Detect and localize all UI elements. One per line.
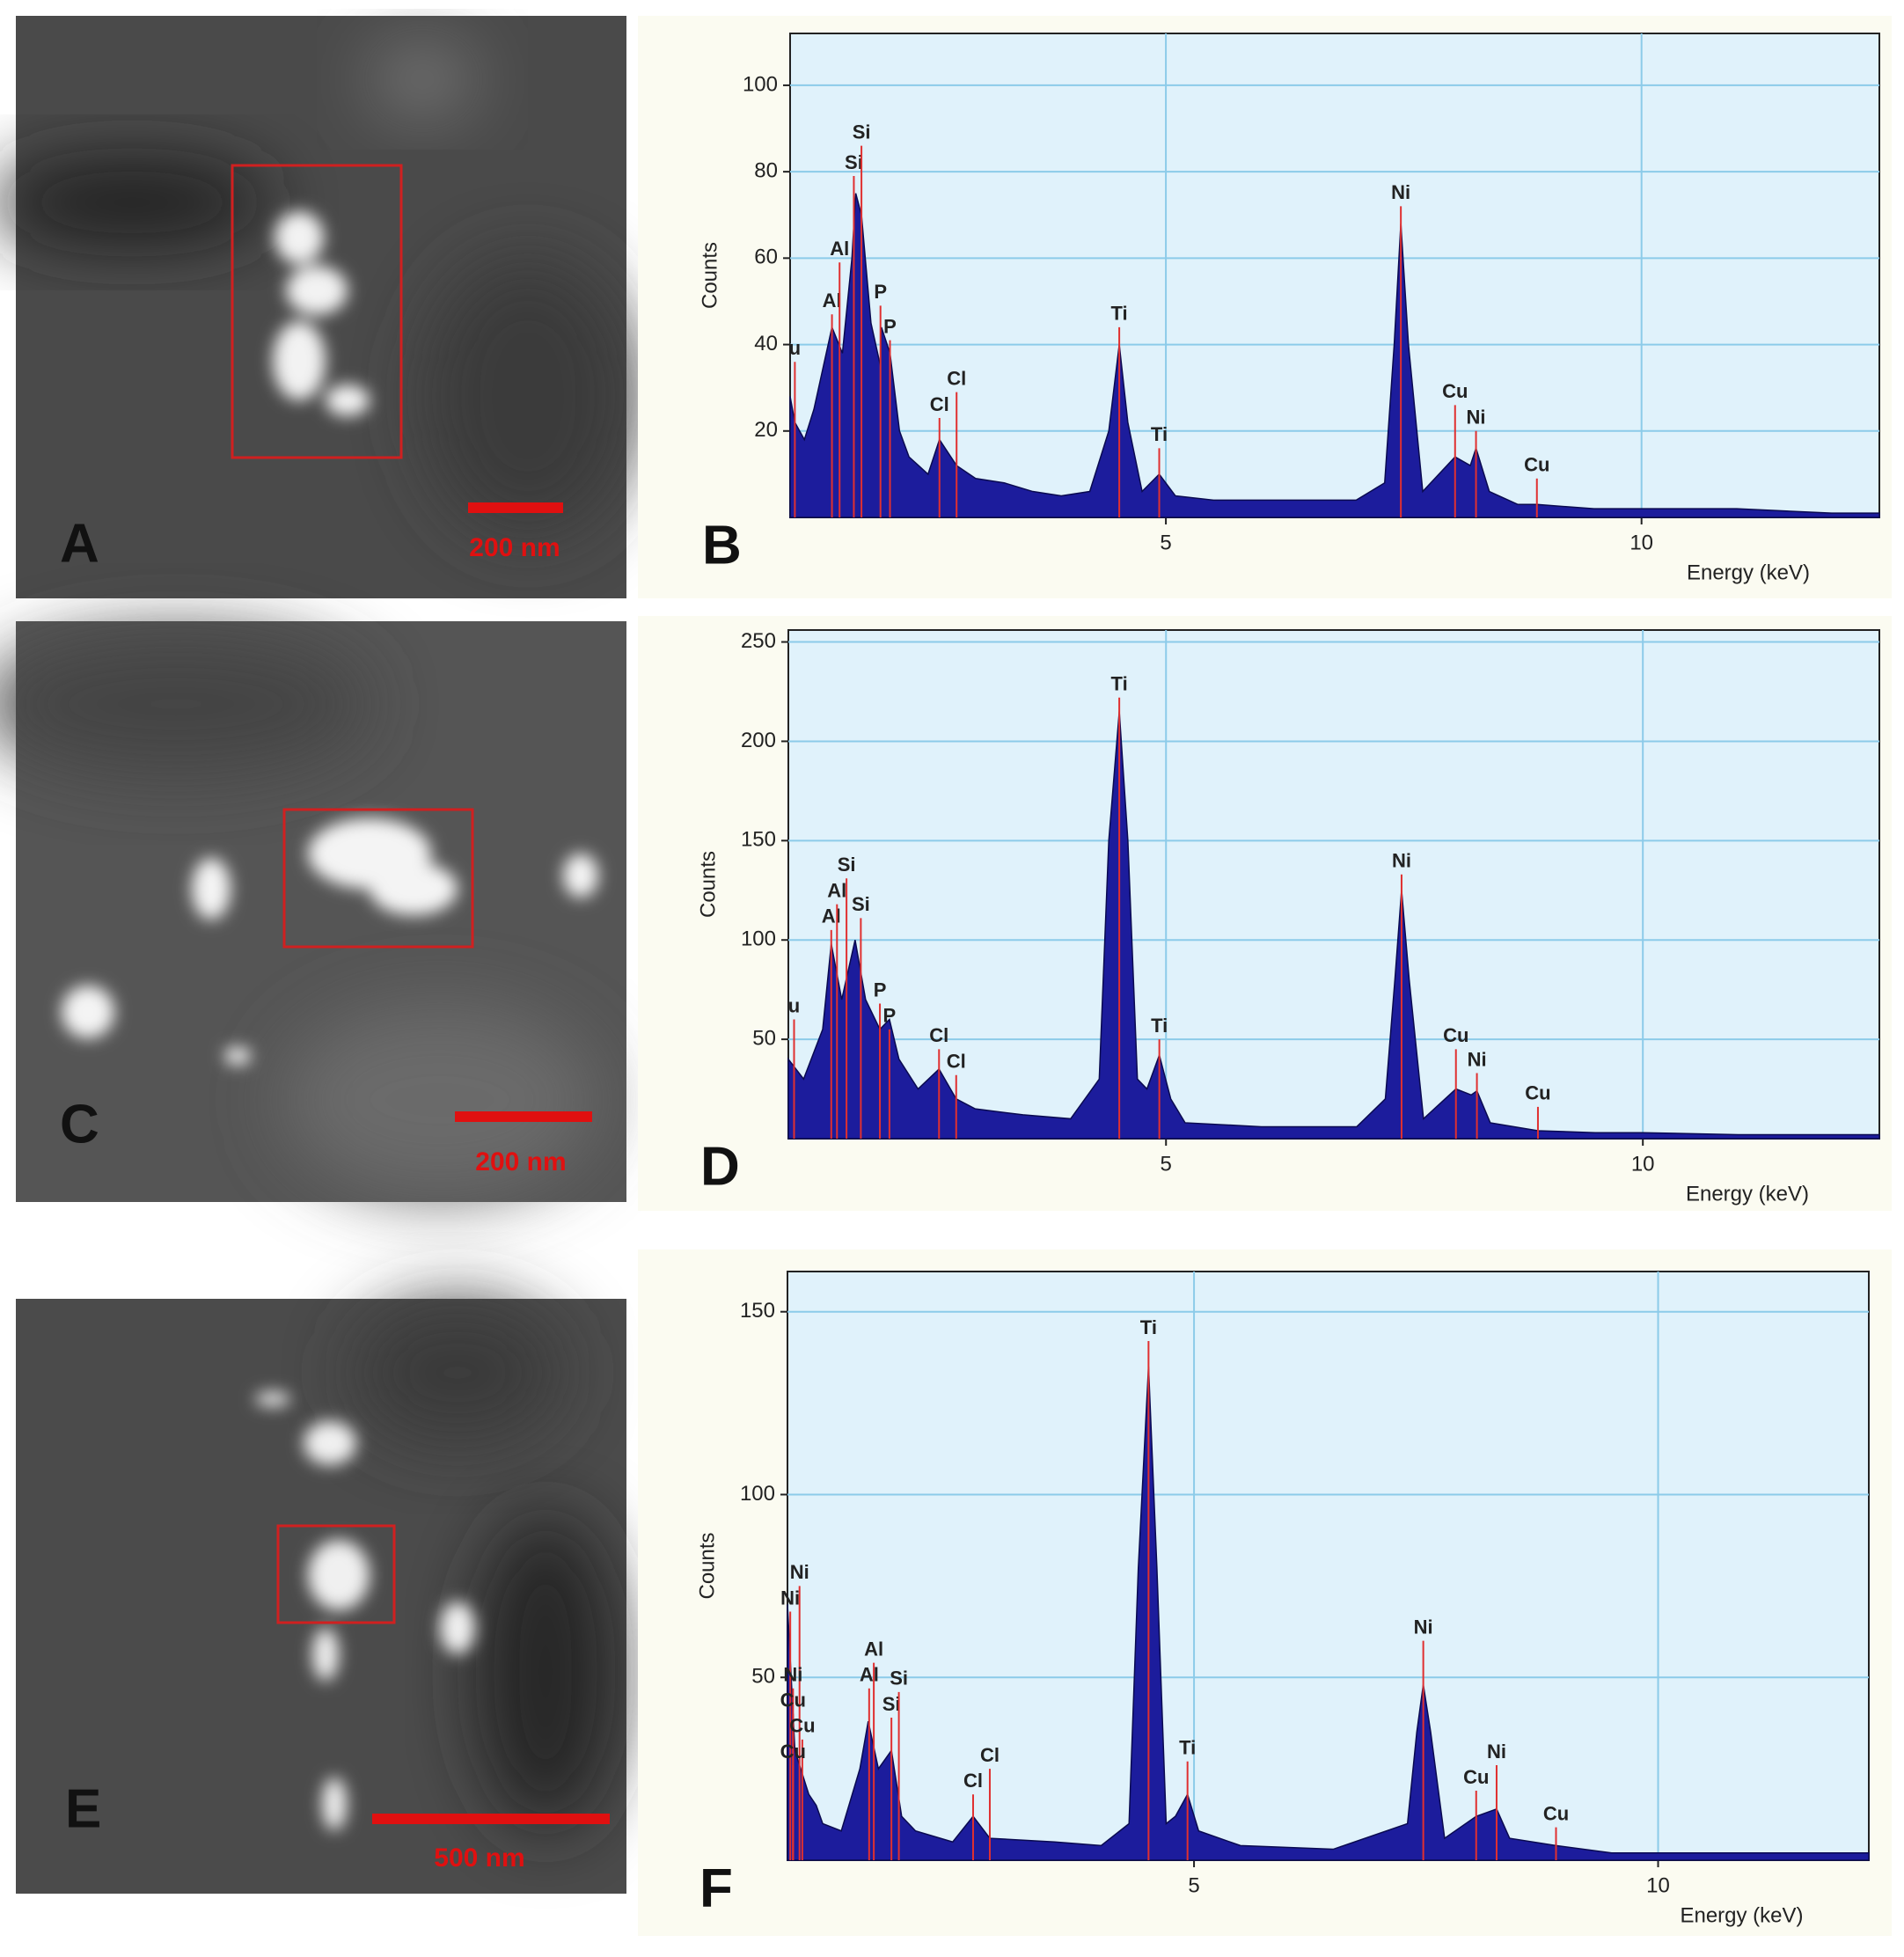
y-tick-label: 50 xyxy=(751,1665,775,1689)
peak-label: Ti xyxy=(1151,1015,1168,1037)
peak-label: Ti xyxy=(1140,1316,1157,1338)
y-axis-label: Counts xyxy=(698,242,721,309)
peak-label: Ni xyxy=(790,1561,809,1583)
peak-label: Cl xyxy=(980,1744,1000,1766)
peak-label: Cu xyxy=(1443,1024,1468,1046)
micrograph-a xyxy=(0,16,633,598)
peak-label: P xyxy=(883,1005,897,1027)
peak-label: Cl xyxy=(947,367,966,389)
y-tick-label: 40 xyxy=(754,332,778,355)
peak-label: u xyxy=(788,994,800,1016)
panel-label: C xyxy=(60,1094,99,1154)
peak-label: Cu xyxy=(789,1715,815,1737)
y-tick-label: 20 xyxy=(754,418,778,442)
peak-label: Si xyxy=(890,1667,908,1689)
peak-label: Ni xyxy=(1467,407,1486,429)
spectrum xyxy=(787,711,1880,1140)
x-tick-label: 10 xyxy=(1629,531,1653,554)
x-axis-label: Energy (keV) xyxy=(1687,561,1810,584)
panel-label: A xyxy=(60,513,99,574)
peak-label: Si xyxy=(882,1693,901,1715)
peak-label: Cu xyxy=(1442,380,1468,402)
peak-label: Cu xyxy=(1525,1082,1550,1104)
scale-bar-label: 200 nm xyxy=(469,533,560,562)
y-axis-label: Counts xyxy=(695,1532,719,1599)
peak-label: Al xyxy=(864,1638,883,1660)
panel-label: E xyxy=(65,1778,101,1839)
peak-label: Ni xyxy=(1487,1741,1506,1763)
peak-label: Ni xyxy=(780,1587,800,1609)
peak-label: Ti xyxy=(1151,423,1168,445)
scale-bar-label: 200 nm xyxy=(475,1147,566,1176)
peak-label: Ni xyxy=(1468,1048,1487,1070)
y-tick-label: 100 xyxy=(741,927,776,951)
peak-label: Si xyxy=(838,854,856,876)
plot-area xyxy=(787,629,1880,1140)
peak-label: P xyxy=(874,281,887,303)
y-tick-label: 60 xyxy=(754,246,778,269)
micrograph-c xyxy=(0,621,626,1202)
x-tick-label: 5 xyxy=(1161,1152,1172,1176)
spectrum xyxy=(787,1367,1870,1861)
peak-label: Al xyxy=(860,1664,879,1686)
peak-label: Ni xyxy=(1392,850,1411,872)
peak-label: Cu xyxy=(780,1689,806,1711)
y-tick-label: 150 xyxy=(741,828,776,852)
x-axis-label: Energy (keV) xyxy=(1686,1182,1809,1206)
peak-label: Ni xyxy=(783,1664,802,1686)
y-tick-label: 250 xyxy=(741,629,776,653)
panel-label: D xyxy=(700,1136,740,1197)
peak-label: Cu xyxy=(780,1741,806,1763)
plot-area xyxy=(787,1271,1870,1861)
peak-label: u xyxy=(789,337,801,359)
peak-label: Si xyxy=(845,151,863,173)
peak-label: Si xyxy=(852,893,870,915)
y-tick-label: 200 xyxy=(741,729,776,752)
y-tick-label: 100 xyxy=(743,72,778,96)
peak-label: Cl xyxy=(930,393,949,415)
peak-label: Cu xyxy=(1543,1802,1569,1824)
peak-label: Ti xyxy=(1111,303,1128,325)
y-tick-label: 50 xyxy=(752,1026,776,1050)
spectrum xyxy=(789,193,1880,518)
peak-label: Cu xyxy=(1524,454,1549,476)
peak-label: Ni xyxy=(1414,1616,1433,1638)
peak-label: Al xyxy=(827,879,846,901)
micrograph-e xyxy=(16,1299,626,1894)
x-axis-label: Energy (keV) xyxy=(1680,1903,1803,1927)
panel-label: B xyxy=(702,515,742,575)
peak-label: Cu xyxy=(1463,1766,1489,1788)
peak-label: Cl xyxy=(929,1024,948,1046)
scale-bar-label: 500 nm xyxy=(434,1843,524,1873)
peak-label: Al xyxy=(822,905,841,927)
y-tick-label: 80 xyxy=(754,158,778,182)
x-tick-label: 5 xyxy=(1160,531,1171,554)
peak-label: Ni xyxy=(1391,181,1410,203)
x-tick-label: 5 xyxy=(1188,1873,1199,1897)
x-tick-label: 10 xyxy=(1631,1152,1655,1176)
panel-label: F xyxy=(699,1858,733,1918)
plot-area xyxy=(789,33,1880,518)
peak-label: Cl xyxy=(963,1770,983,1792)
y-tick-label: 100 xyxy=(740,1482,775,1506)
peak-label: P xyxy=(874,978,887,1000)
y-axis-label: Counts xyxy=(696,851,720,918)
peak-label: Si xyxy=(853,121,871,143)
peak-label: Al xyxy=(823,290,842,312)
peak-label: Cl xyxy=(947,1051,966,1073)
y-tick-label: 150 xyxy=(740,1299,775,1323)
x-tick-label: 10 xyxy=(1646,1873,1670,1897)
peak-label: P xyxy=(883,315,897,337)
peak-label: Ti xyxy=(1179,1737,1196,1759)
peak-label: Ti xyxy=(1111,673,1128,695)
peak-label: Al xyxy=(830,238,849,260)
